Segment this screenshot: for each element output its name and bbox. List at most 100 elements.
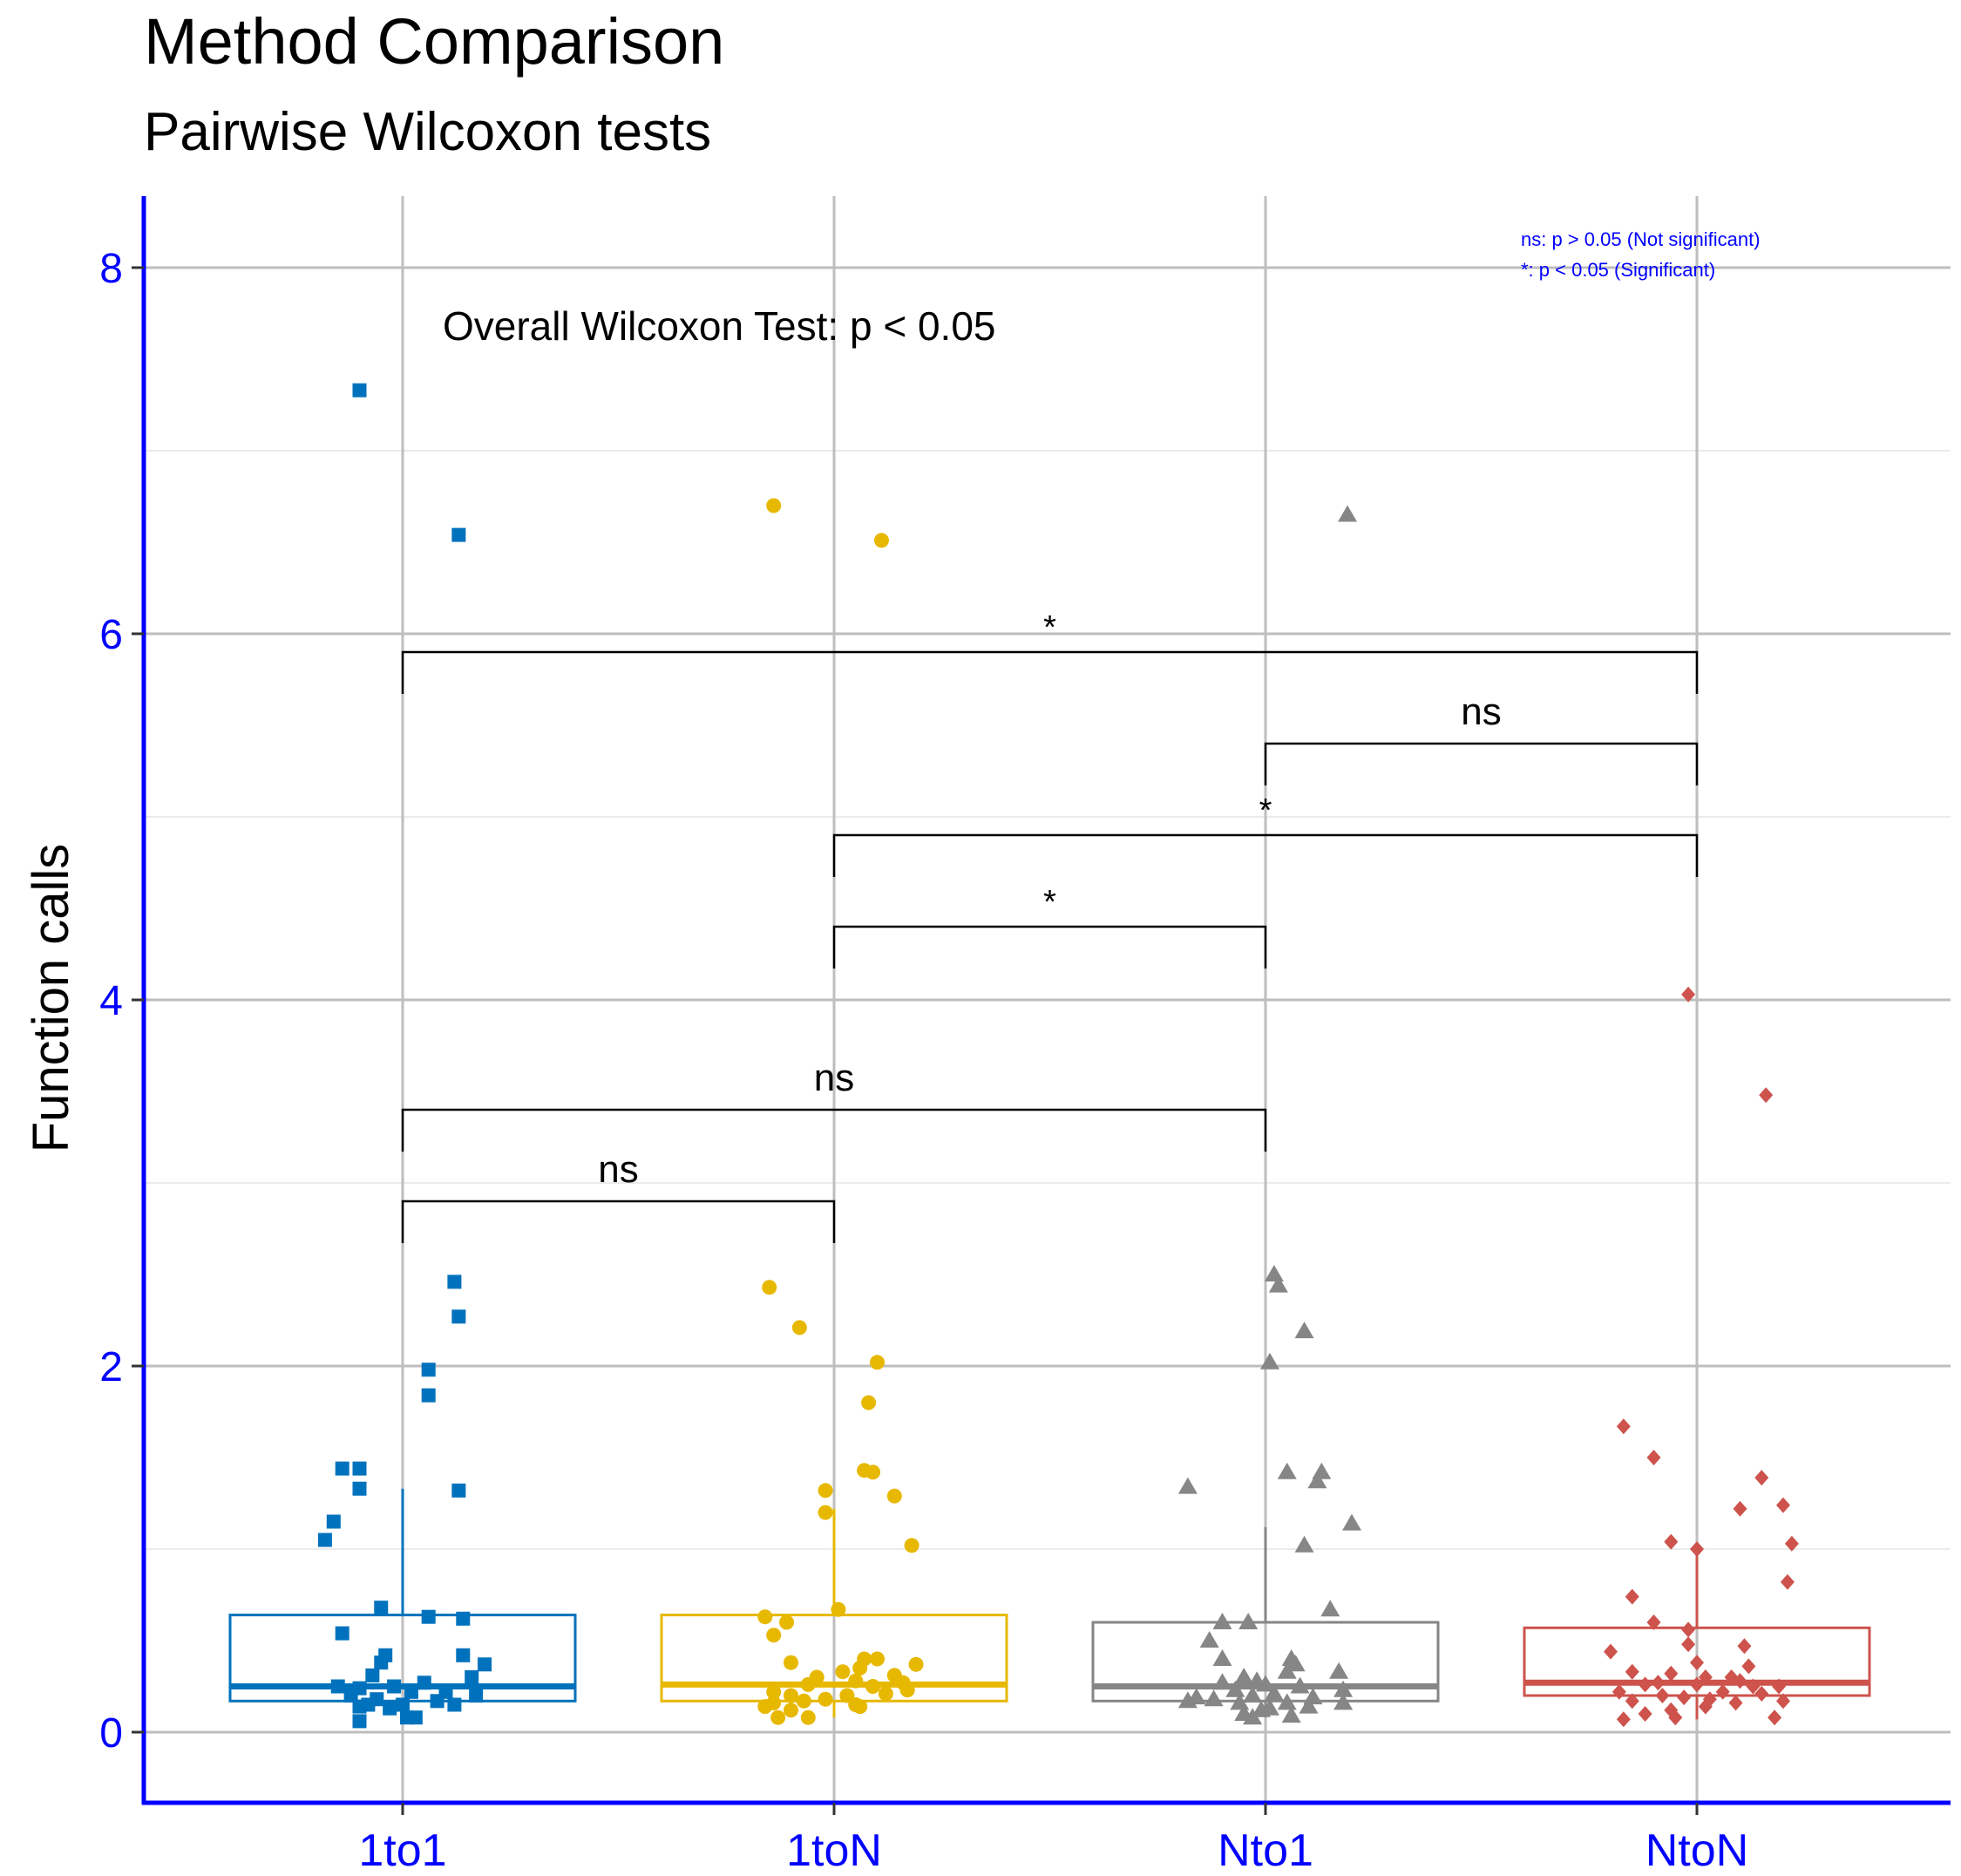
data-point (852, 1661, 868, 1675)
data-point (1259, 1698, 1279, 1716)
comparison-bracket: ns (401, 1057, 1267, 1152)
data-point (335, 1461, 349, 1476)
data-point (343, 1689, 358, 1703)
chart-title: Method Comparison (144, 5, 724, 78)
overall-test-annotation: Overall Wilcoxon Test: p < 0.05 (443, 303, 996, 349)
data-point (1638, 1706, 1652, 1722)
data-point (870, 1355, 885, 1370)
data-point (1286, 1655, 1306, 1672)
data-point (1681, 986, 1696, 1003)
data-point (1199, 1631, 1219, 1648)
data-point (456, 1611, 471, 1626)
y-tick-label: 4 (99, 978, 123, 1024)
y-axis-label: Function calls (23, 844, 79, 1153)
data-point (1772, 1678, 1787, 1695)
data-point (417, 1675, 431, 1690)
data-point (478, 1657, 492, 1672)
data-point (1212, 1673, 1232, 1690)
data-point (1277, 1693, 1297, 1710)
data-point (404, 1684, 418, 1699)
data-point (1256, 1675, 1275, 1692)
data-point (1741, 1658, 1756, 1675)
x-tick-label: 1to1 (358, 1825, 446, 1876)
data-point (800, 1709, 816, 1725)
data-point (1625, 1588, 1639, 1605)
data-point (1333, 1680, 1354, 1697)
data-point (447, 1274, 462, 1289)
data-point (1698, 1669, 1713, 1685)
data-point (886, 1488, 902, 1504)
data-point (831, 1601, 846, 1617)
data-point (1243, 1686, 1263, 1703)
data-point (352, 383, 367, 398)
data-point (317, 1533, 332, 1547)
data-point (852, 1699, 868, 1715)
data-point (1754, 1470, 1769, 1486)
data-point (1746, 1678, 1761, 1695)
bracket-line (401, 650, 1699, 694)
data-point (870, 1651, 885, 1667)
data-point (1728, 1695, 1743, 1711)
points-1to1 (317, 383, 492, 1729)
data-point (1342, 1513, 1361, 1531)
data-point (1264, 1265, 1284, 1281)
significance-label: ns (598, 1148, 638, 1191)
data-point (791, 1320, 807, 1336)
data-point (800, 1676, 816, 1692)
comparison-bracket: * (401, 609, 1699, 694)
x-tick-label: NtoN (1645, 1825, 1748, 1876)
data-point (1264, 1683, 1284, 1701)
data-point (335, 1626, 349, 1641)
data-point (326, 1514, 341, 1529)
data-point (878, 1686, 893, 1702)
data-point (1733, 1500, 1747, 1517)
data-point (757, 1609, 773, 1625)
points-1toN (757, 498, 924, 1725)
data-point (352, 1481, 367, 1496)
data-point (1681, 1621, 1696, 1638)
data-point (1294, 1322, 1314, 1339)
data-point (447, 1697, 462, 1712)
data-point (352, 1714, 367, 1729)
data-point (865, 1465, 881, 1480)
data-point (374, 1601, 389, 1615)
data-point (451, 527, 466, 542)
data-point (1277, 1462, 1297, 1479)
data-point (1625, 1693, 1639, 1709)
data-point (1715, 1683, 1730, 1700)
data-point (1768, 1709, 1782, 1726)
data-point (365, 1668, 380, 1682)
data-point (1338, 505, 1358, 522)
data-point (1638, 1676, 1652, 1693)
data-point (1681, 1636, 1696, 1653)
data-point (1625, 1663, 1639, 1680)
data-point (1294, 1535, 1314, 1553)
significance-legend-note: ns: p > 0.05 (Not significant) (1521, 228, 1761, 250)
data-point (848, 1673, 864, 1689)
data-point (430, 1694, 444, 1709)
data-point (1225, 1680, 1245, 1697)
data-point (361, 1697, 376, 1712)
data-point (784, 1655, 798, 1670)
data-point (1754, 1685, 1769, 1702)
data-point (1776, 1497, 1790, 1513)
data-point (451, 1309, 466, 1324)
data-point (818, 1505, 833, 1520)
data-point (1664, 1665, 1679, 1682)
data-point (330, 1679, 345, 1694)
chart-subtitle: Pairwise Wilcoxon tests (144, 102, 711, 162)
data-point (779, 1614, 795, 1630)
points-NtoN (1604, 986, 1799, 1728)
data-point (383, 1701, 397, 1716)
data-point (421, 1388, 436, 1403)
data-point (818, 1691, 833, 1707)
significance-label: ns (1461, 690, 1501, 733)
box-1to1 (228, 1488, 577, 1723)
data-point (796, 1693, 811, 1709)
comparison-bracket: * (832, 792, 1699, 877)
data-point (469, 1689, 484, 1703)
y-tick-label: 6 (99, 612, 123, 658)
data-point (865, 1679, 881, 1694)
data-point (1690, 1541, 1704, 1557)
